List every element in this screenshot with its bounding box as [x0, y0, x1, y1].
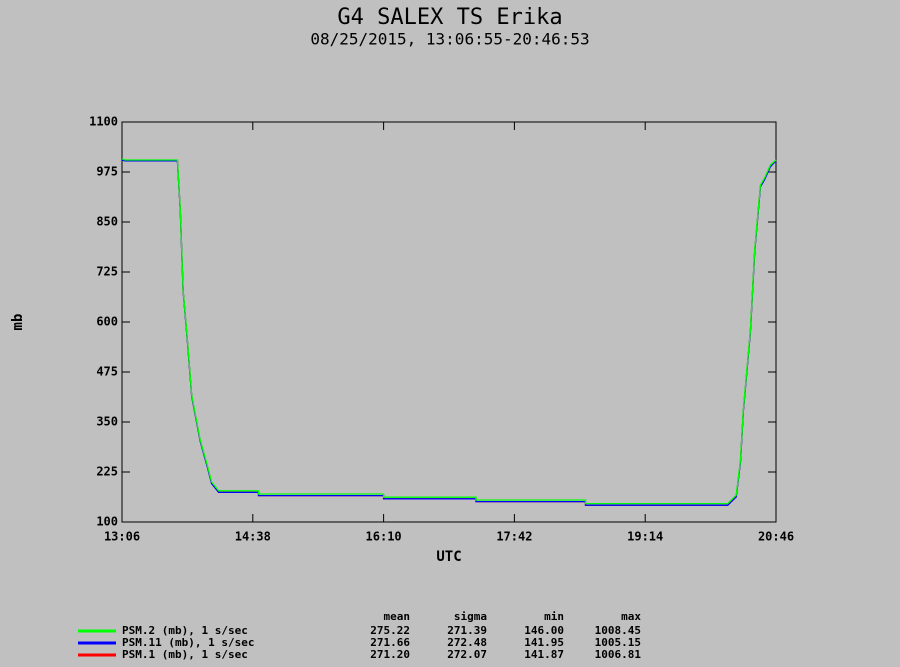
legend-stat: 272.48	[447, 636, 487, 649]
legend-label: PSM.1 (mb), 1 s/sec	[122, 648, 248, 661]
y-tick-label: 350	[96, 415, 118, 429]
legend-stat-header: mean	[384, 610, 411, 623]
y-tick-label: 850	[96, 215, 118, 229]
legend-stat-header: max	[621, 610, 641, 623]
x-axis-label: UTC	[436, 549, 461, 565]
y-tick-label: 725	[96, 265, 118, 279]
y-tick-label: 475	[96, 365, 118, 379]
legend-stat: 1005.15	[595, 636, 641, 649]
legend-stat: 146.00	[524, 624, 564, 637]
plot-frame	[121, 121, 777, 523]
y-tick-label: 225	[96, 465, 118, 479]
y-tick-label: 600	[96, 315, 118, 329]
x-tick-label: 19:14	[627, 530, 663, 544]
y-tick-label: 1100	[89, 115, 118, 129]
legend-stat: 275.22	[370, 624, 410, 637]
legend-stat: 271.39	[447, 624, 487, 637]
x-tick-label: 13:06	[104, 530, 140, 544]
series-line	[121, 158, 777, 505]
legend-stat: 141.87	[524, 648, 564, 661]
legend-stat: 271.20	[370, 648, 410, 661]
y-axis-label: mb	[10, 314, 26, 331]
chart-subtitle: 08/25/2015, 13:06:55-20:46:53	[310, 30, 589, 49]
legend-stat: 141.95	[524, 636, 564, 649]
x-tick-label: 14:38	[235, 530, 271, 544]
series-line	[121, 158, 777, 506]
x-tick-label: 20:46	[758, 530, 794, 544]
legend-stat-header: min	[544, 610, 564, 623]
x-tick-label: 16:10	[366, 530, 402, 544]
x-tick-label: 17:42	[496, 530, 532, 544]
legend-stat: 1006.81	[595, 648, 642, 661]
legend-stat-header: sigma	[454, 610, 487, 623]
chart-title: G4 SALEX TS Erika	[337, 5, 562, 30]
y-tick-label: 975	[96, 165, 118, 179]
legend-label: PSM.11 (mb), 1 s/sec	[122, 636, 254, 649]
legend-stat: 272.07	[447, 648, 487, 661]
legend-stat: 1008.45	[595, 624, 641, 637]
legend-label: PSM.2 (mb), 1 s/sec	[122, 624, 248, 637]
series-line	[121, 159, 777, 506]
y-tick-label: 100	[96, 515, 118, 529]
legend-stat: 271.66	[370, 636, 410, 649]
